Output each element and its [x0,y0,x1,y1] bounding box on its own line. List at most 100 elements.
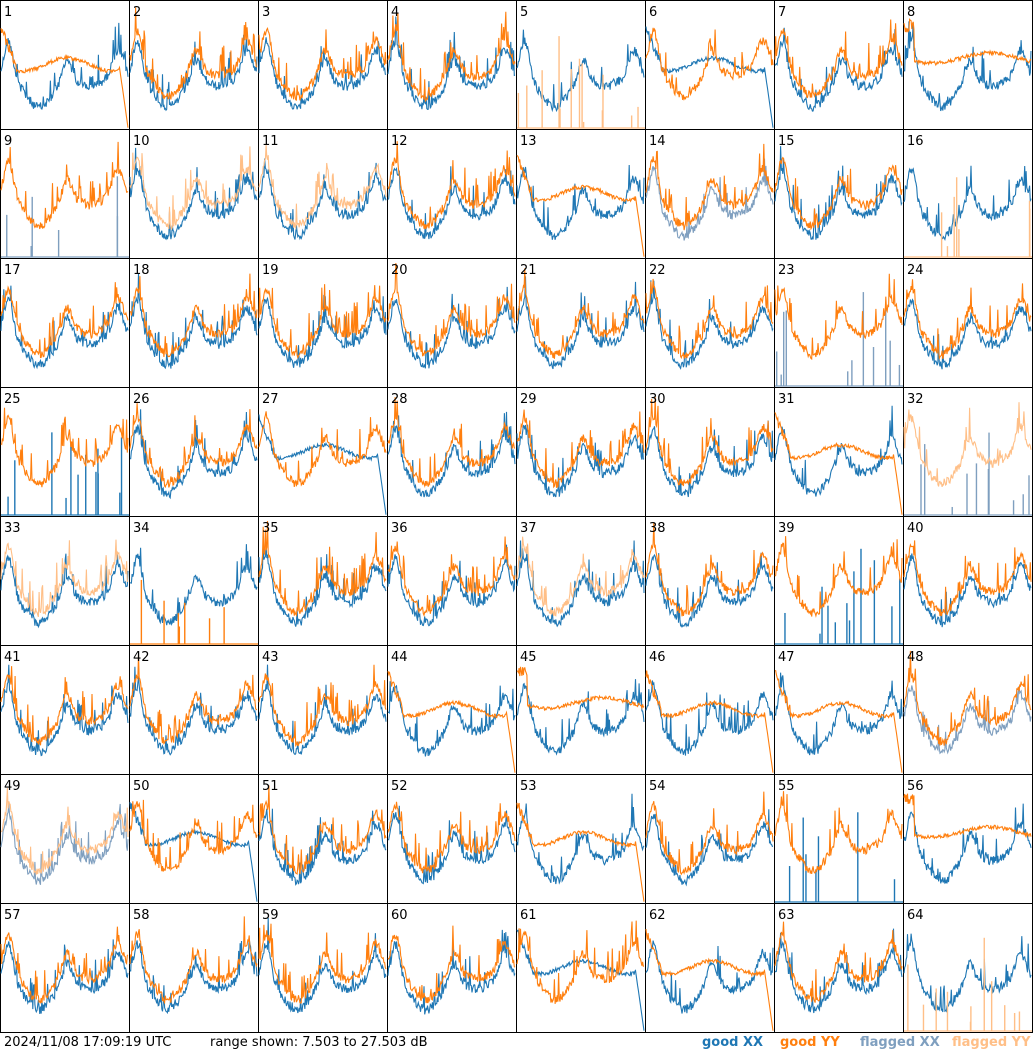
trace-xx [645,940,774,1014]
panel-frame [645,0,775,130]
panel-51: 51 [258,774,388,904]
trace-xx [387,805,516,885]
panel-number: 40 [907,521,924,536]
panel-11: 11 [258,129,388,259]
panel-number: 64 [907,908,924,923]
trace-xx [645,158,774,241]
trace-yy [645,522,774,617]
panel-12: 12 [387,129,517,259]
trace-xx [903,553,1032,628]
trace-yy [129,146,258,231]
legend-good-yy: good YY [780,1035,840,1050]
trace-yy [516,802,645,902]
trace-xx [516,424,645,498]
panel-frame [0,129,130,259]
panel-2: 2 [129,0,259,130]
trace-xx [129,938,258,1015]
panel-17: 17 [0,258,130,388]
trace-xx [903,21,1032,112]
panel-number: 25 [4,392,21,407]
panel-56: 56 [903,774,1033,904]
panel-number: 55 [778,779,795,794]
trace-yy [516,920,645,1004]
panel-38: 38 [645,516,775,646]
panel-number: 14 [649,134,666,149]
trace-yy [0,407,129,488]
trace-yy [0,282,129,359]
panel-number: 59 [262,908,279,923]
trace-yy [258,520,387,617]
panel-42: 42 [129,645,259,775]
panel-number: 58 [133,908,150,923]
legend-good-xx: good XX [702,1035,764,1050]
panel-number: 54 [649,779,666,794]
panel-26: 26 [129,387,259,517]
range-shown: range shown: 7.503 to 27.503 dB [210,1035,428,1050]
panel-number: 15 [778,134,795,149]
panel-46: 46 [645,645,775,775]
panel-number: 46 [649,650,666,665]
panel-number: 57 [4,908,21,923]
panel-number: 4 [391,5,399,20]
trace-yy [645,928,774,1031]
panel-number: 26 [133,392,150,407]
panel-number: 32 [907,392,924,407]
trace-xx [903,685,1032,755]
trace-yy [387,801,516,874]
panel-54: 54 [645,774,775,904]
trace-xx [645,809,773,887]
trace-xx [0,553,129,629]
trace-xx [387,544,516,627]
panel-39: 39 [774,516,904,646]
panel-number: 63 [778,908,795,923]
panel-number: 39 [778,521,795,536]
panel-59: 59 [258,903,388,1033]
panel-number: 17 [4,263,21,278]
trace-xx [774,928,903,1014]
panel-frame [774,774,904,904]
trace-xx [258,917,387,1014]
panel-number: 23 [778,263,795,278]
panel-number: 20 [391,263,408,278]
panel-52: 52 [387,774,517,904]
panel-16: 16 [903,129,1033,259]
panel-number: 18 [133,263,150,278]
panel-number: 27 [262,392,279,407]
trace-xx [774,146,903,240]
trace-yy [387,397,516,488]
panel-number: 29 [520,392,537,407]
trace-yy [775,670,903,773]
panel-62: 62 [645,903,775,1033]
panel-number: 10 [133,134,150,149]
trace-xx [774,405,903,497]
panel-number: 61 [520,908,537,923]
trace-yy [387,670,516,773]
trace-xx [387,16,516,110]
panel-41: 41 [0,645,130,775]
trace-xx [516,929,645,1031]
panel-8: 8 [903,0,1033,130]
panel-number: 36 [391,521,408,536]
panel-frame [516,645,646,775]
panel-number: 33 [4,521,21,536]
trace-yy [774,536,903,618]
panel-28: 28 [387,387,517,517]
panel-number: 3 [262,5,270,20]
trace-xx [258,542,387,627]
panel-33: 33 [0,516,130,646]
panel-57: 57 [0,903,130,1033]
panel-number: 7 [778,5,786,20]
panel-number: 38 [649,521,666,536]
trace-yy [516,268,645,359]
trace-xx [258,664,387,756]
trace-yy [645,791,774,876]
panel-5: 5 [516,0,646,130]
trace-yy [774,273,903,361]
panel-number: 56 [907,779,924,794]
panel-number: 60 [391,908,408,923]
trace-yy [903,540,1032,617]
panel-45: 45 [516,645,646,775]
panel-frame [258,258,388,388]
panel-22: 22 [645,258,775,388]
